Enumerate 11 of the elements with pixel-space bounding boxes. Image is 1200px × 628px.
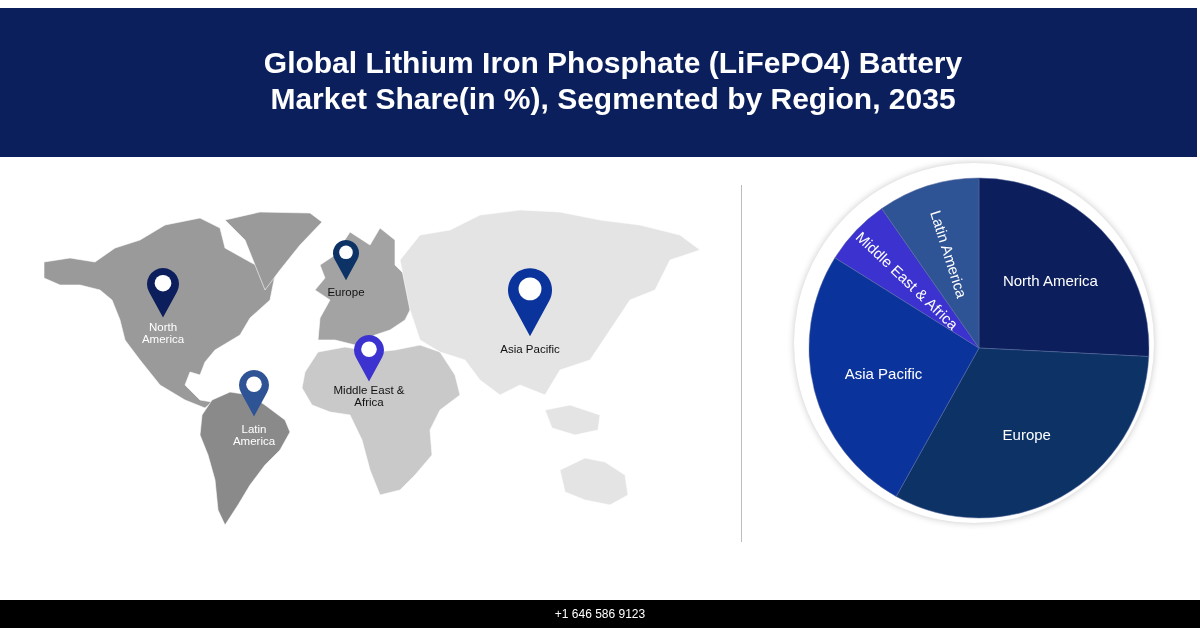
category-label: Asia Pacific: [500, 343, 560, 355]
slice-label: North America: [1002, 271, 1099, 289]
text: +1 646 586 9123: [554, 607, 646, 621]
slice-label: Asia Pacific: [844, 364, 923, 382]
category-label: North America: [141, 321, 185, 345]
slice-label: Europe: [1002, 425, 1051, 443]
chart-title: Global Lithium Iron Phosphate (LiFePO4) Battery Market Share(in %), Segmented by Region, 2035: [263, 46, 963, 115]
category-label: Middle East & Africa: [333, 384, 405, 408]
category-label: Europe: [327, 286, 365, 298]
slice-label: Latin America: [927, 208, 972, 301]
category-label: Latin America: [232, 423, 276, 447]
